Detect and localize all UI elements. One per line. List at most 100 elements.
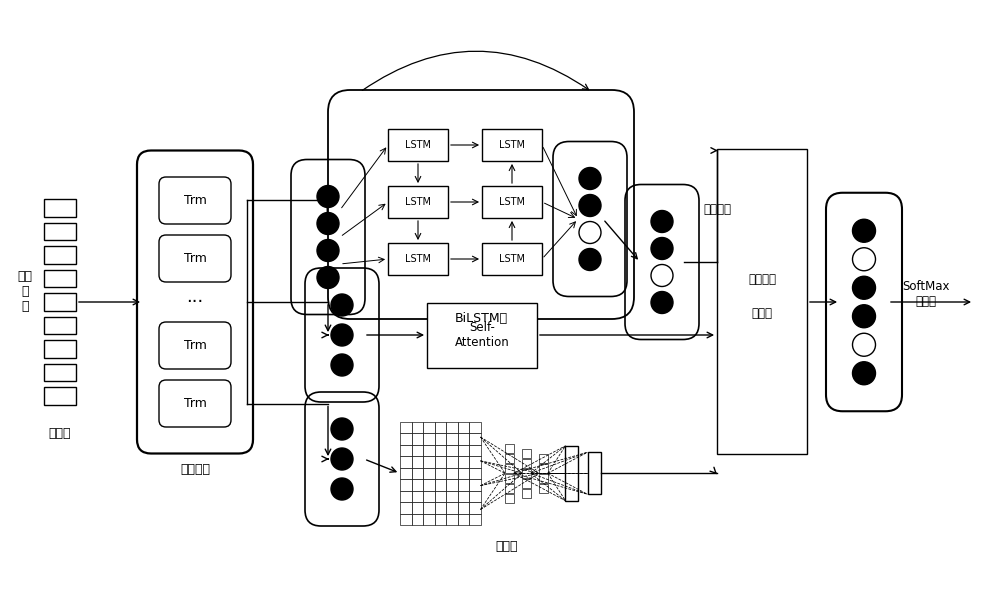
Bar <box>434 456 446 467</box>
Text: Trm: Trm <box>184 252 206 265</box>
Bar <box>469 467 481 479</box>
Bar <box>400 456 412 467</box>
Circle shape <box>331 354 353 376</box>
Bar <box>458 421 469 433</box>
Bar <box>446 467 458 479</box>
Text: Trm: Trm <box>184 397 206 410</box>
Text: LSTM: LSTM <box>405 254 431 264</box>
Circle shape <box>579 168 601 189</box>
Circle shape <box>331 418 353 440</box>
Bar <box>446 456 458 467</box>
Bar <box>482 186 542 218</box>
Bar <box>565 446 578 501</box>
Bar <box>423 445 435 456</box>
FancyBboxPatch shape <box>137 150 253 454</box>
Bar <box>469 456 481 467</box>
Bar <box>469 491 481 502</box>
Bar <box>446 421 458 433</box>
Circle shape <box>852 219 876 242</box>
Bar <box>446 479 458 491</box>
Text: 特征融合: 特征融合 <box>748 273 776 287</box>
Bar <box>400 433 412 445</box>
Bar <box>446 433 458 445</box>
Bar <box>458 491 469 502</box>
Text: SoftMax
分类层: SoftMax 分类层 <box>902 280 950 308</box>
Circle shape <box>852 333 876 356</box>
Bar <box>458 467 469 479</box>
Bar <box>412 433 423 445</box>
Bar <box>505 444 514 453</box>
Circle shape <box>852 362 876 384</box>
Bar <box>469 445 481 456</box>
Bar <box>412 445 423 456</box>
FancyArrowPatch shape <box>362 51 589 90</box>
Bar <box>400 502 412 513</box>
Bar <box>539 475 548 483</box>
Bar <box>522 450 531 458</box>
Bar <box>412 513 423 525</box>
Bar <box>434 491 446 502</box>
Bar <box>388 243 448 275</box>
Bar <box>505 454 514 463</box>
Text: LSTM: LSTM <box>499 254 525 264</box>
Text: 卷积层: 卷积层 <box>496 540 518 553</box>
Bar <box>423 456 435 467</box>
Bar <box>588 453 600 494</box>
Circle shape <box>579 195 601 217</box>
Bar <box>423 421 435 433</box>
Bar <box>412 467 423 479</box>
Bar <box>412 479 423 491</box>
Bar <box>44 293 76 311</box>
Bar <box>44 246 76 264</box>
Bar <box>44 340 76 358</box>
Text: 模糊
文
本: 模糊 文 本 <box>18 270 32 313</box>
Bar <box>434 513 446 525</box>
Bar <box>400 445 412 456</box>
Bar <box>388 129 448 161</box>
Bar <box>44 270 76 287</box>
Circle shape <box>651 291 673 313</box>
Text: LSTM: LSTM <box>499 197 525 207</box>
Bar <box>434 445 446 456</box>
Circle shape <box>852 248 876 271</box>
Bar <box>505 484 514 493</box>
Bar <box>469 479 481 491</box>
Bar <box>423 467 435 479</box>
Circle shape <box>317 213 339 235</box>
Bar <box>458 433 469 445</box>
Bar <box>539 484 548 493</box>
Bar <box>400 491 412 502</box>
Bar <box>446 513 458 525</box>
FancyBboxPatch shape <box>159 322 231 369</box>
Text: LSTM: LSTM <box>499 140 525 150</box>
Bar <box>446 491 458 502</box>
Bar <box>522 460 531 468</box>
Circle shape <box>852 276 876 299</box>
Bar <box>522 469 531 478</box>
Circle shape <box>331 324 353 346</box>
Text: ···: ··· <box>186 293 204 311</box>
Bar <box>434 467 446 479</box>
Bar <box>469 421 481 433</box>
Bar <box>458 456 469 467</box>
Bar <box>423 491 435 502</box>
Circle shape <box>651 264 673 287</box>
Text: LSTM: LSTM <box>405 197 431 207</box>
Text: LSTM: LSTM <box>405 140 431 150</box>
Circle shape <box>317 186 339 208</box>
Circle shape <box>331 478 353 500</box>
Bar <box>400 467 412 479</box>
Circle shape <box>317 266 339 288</box>
Bar <box>412 421 423 433</box>
Circle shape <box>579 248 601 270</box>
Bar <box>458 513 469 525</box>
FancyBboxPatch shape <box>159 235 231 282</box>
Bar <box>400 513 412 525</box>
Bar <box>446 445 458 456</box>
Bar <box>388 186 448 218</box>
Bar <box>717 149 807 454</box>
Text: Self-
Attention: Self- Attention <box>455 321 509 349</box>
Bar <box>434 421 446 433</box>
Bar <box>423 479 435 491</box>
Text: Trm: Trm <box>184 194 206 207</box>
